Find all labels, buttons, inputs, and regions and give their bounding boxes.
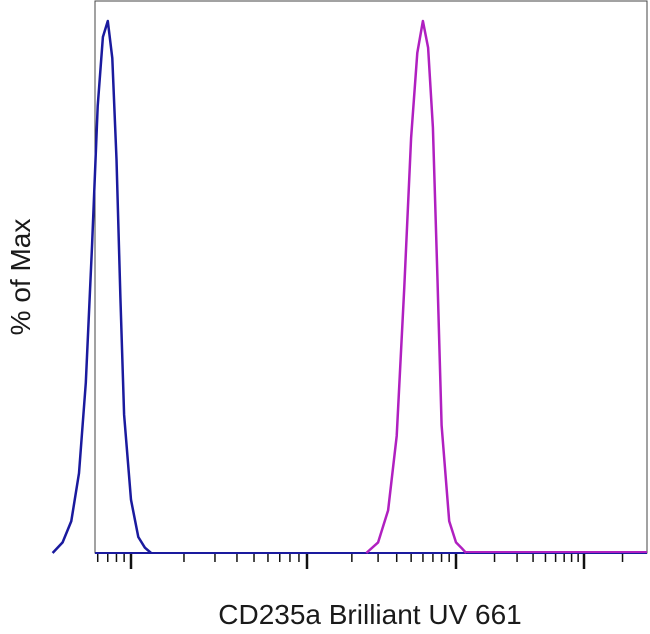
plot-frame	[94, 0, 648, 554]
y-axis-label: % of Max	[5, 219, 36, 336]
x-axis-label: CD235a Brilliant UV 661	[218, 599, 522, 630]
x-axis-ticks	[95, 552, 647, 569]
histogram-series-line	[365, 19, 468, 554]
series-layer	[51, 19, 647, 554]
histogram-series-line	[51, 19, 152, 554]
